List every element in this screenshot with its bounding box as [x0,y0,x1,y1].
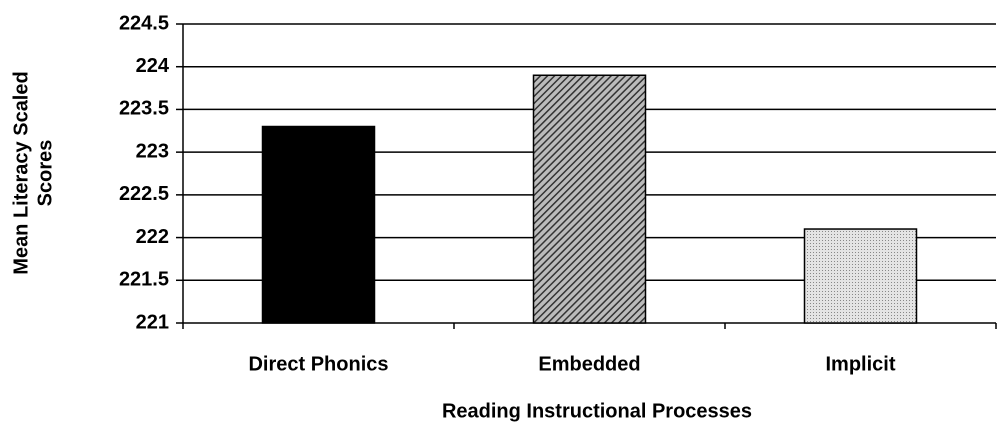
bar [261,125,376,324]
y-tick-label: 223 [136,140,169,162]
x-tick-label: Embedded [538,353,640,375]
y-tick-label: 224.5 [119,12,169,34]
y-tick-label: 224 [136,55,170,77]
y-tick-label: 221.5 [119,269,169,291]
y-tick-label: 221 [136,311,169,333]
x-tick-label: Implicit [825,353,895,375]
x-axis-title: Reading Instructional Processes [442,400,752,422]
x-tick-label: Direct Phonics [248,353,388,375]
y-tick-label: 222.5 [119,183,169,205]
y-axis-title: Mean Literacy Scaled [10,71,32,274]
y-tick-label: 223.5 [119,98,169,120]
y-axis-title: Scores [34,140,56,207]
bar [532,74,647,324]
bar [803,228,918,324]
y-tick-label: 222 [136,226,169,248]
